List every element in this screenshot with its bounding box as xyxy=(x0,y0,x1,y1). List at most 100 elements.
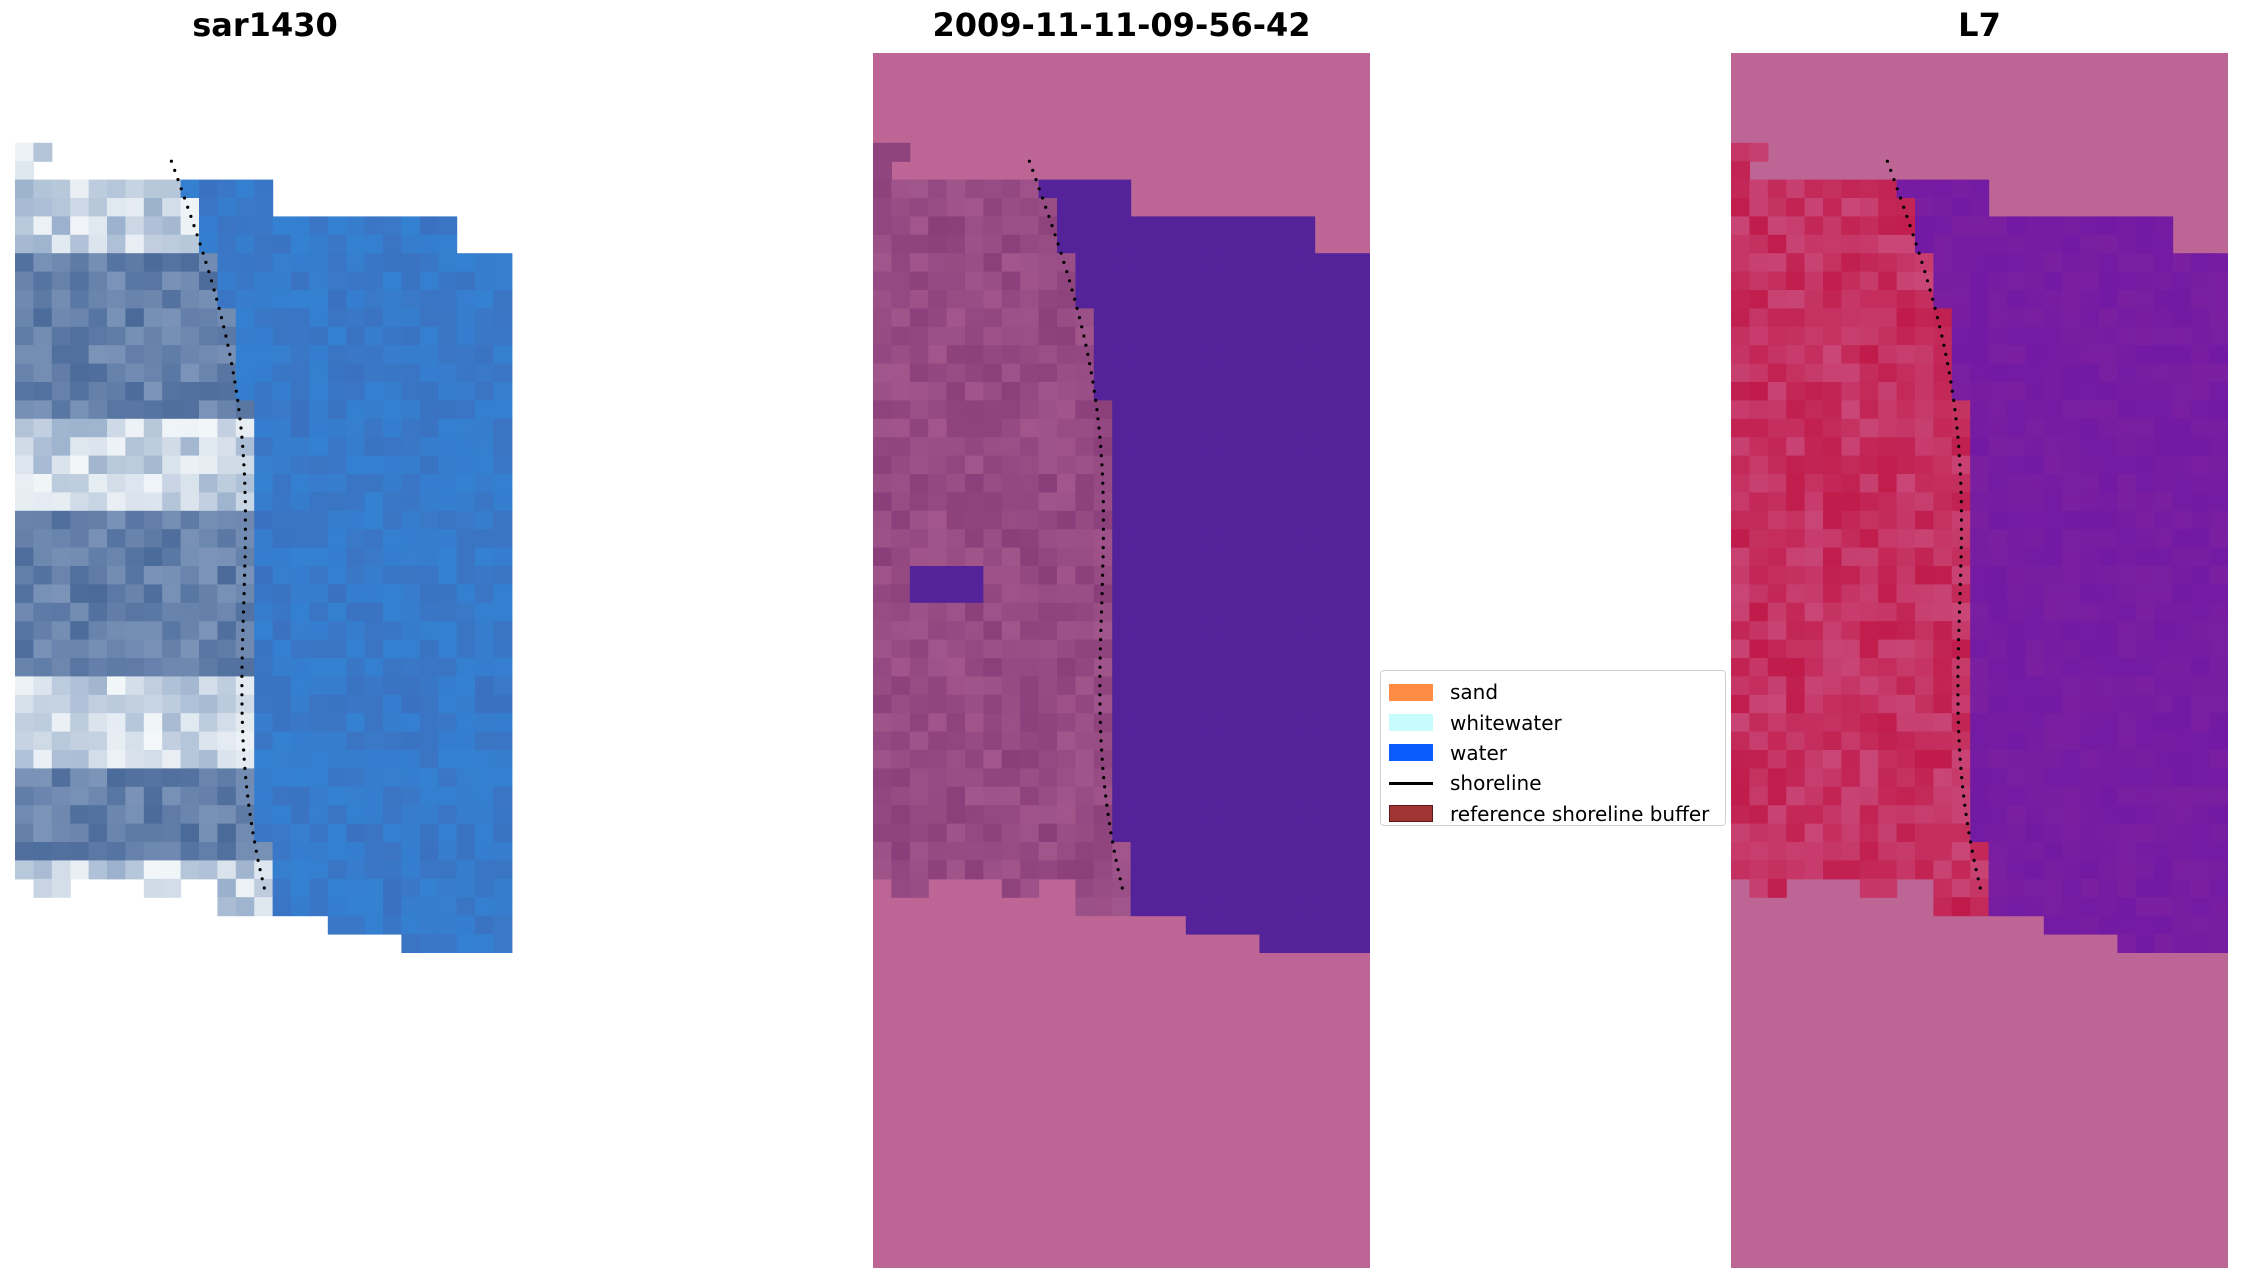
image-pixel xyxy=(1075,566,1095,585)
image-pixel xyxy=(254,363,274,383)
image-pixel xyxy=(143,234,163,254)
image-pixel xyxy=(2043,842,2063,861)
image-pixel xyxy=(2209,326,2228,346)
image-pixel xyxy=(1970,750,1990,769)
image-pixel xyxy=(873,823,892,843)
image-pixel xyxy=(327,308,347,328)
image-pixel xyxy=(1001,326,1021,346)
image-pixel xyxy=(1731,566,1750,585)
image-pixel xyxy=(70,198,90,217)
image-pixel xyxy=(107,326,126,346)
image-pixel xyxy=(51,382,71,401)
image-pixel xyxy=(1112,602,1132,622)
image-pixel xyxy=(2080,897,2100,917)
image-pixel xyxy=(1241,308,1260,328)
image-pixel xyxy=(2099,878,2118,898)
image-pixel xyxy=(965,860,984,880)
image-pixel xyxy=(456,786,476,806)
image-pixel xyxy=(1222,492,1242,512)
image-pixel xyxy=(2172,602,2192,622)
image-pixel xyxy=(1130,529,1150,549)
image-pixel xyxy=(1767,290,1787,309)
image-pixel xyxy=(125,510,145,530)
image-pixel xyxy=(143,621,163,641)
image-pixel xyxy=(1351,326,1370,346)
image-pixel xyxy=(180,639,200,659)
image-pixel xyxy=(346,216,366,236)
image-pixel xyxy=(1915,676,1934,696)
image-pixel xyxy=(33,694,53,714)
image-pixel xyxy=(1277,621,1297,641)
image-pixel xyxy=(1878,658,1898,677)
image-pixel xyxy=(217,566,237,585)
image-pixel xyxy=(199,639,218,659)
image-pixel xyxy=(1001,271,1021,291)
image-pixel xyxy=(1241,290,1260,309)
shoreline-point xyxy=(209,279,214,283)
image-pixel xyxy=(1296,253,1316,273)
image-pixel xyxy=(1878,676,1898,696)
image-pixel xyxy=(401,676,421,696)
image-pixel xyxy=(70,253,90,273)
image-pixel xyxy=(33,878,53,898)
image-pixel xyxy=(1112,234,1132,254)
image-pixel xyxy=(1020,731,1040,751)
image-pixel xyxy=(1896,271,1916,291)
image-pixel xyxy=(217,271,237,291)
image-pixel xyxy=(1333,345,1352,365)
image-pixel xyxy=(2062,326,2082,346)
image-pixel xyxy=(327,842,347,861)
image-pixel xyxy=(364,547,384,567)
image-pixel xyxy=(1149,510,1168,530)
image-pixel xyxy=(1859,363,1879,383)
shoreline-point xyxy=(243,481,247,485)
image-pixel xyxy=(1878,768,1898,788)
image-pixel xyxy=(2043,915,2063,935)
shoreline-point xyxy=(192,224,196,228)
image-pixel xyxy=(1185,529,1205,549)
image-pixel xyxy=(1786,860,1806,880)
image-pixel xyxy=(1130,676,1150,696)
image-pixel xyxy=(2025,621,2045,641)
image-pixel xyxy=(891,842,911,861)
image-pixel xyxy=(15,455,34,475)
image-pixel xyxy=(873,234,892,254)
image-pixel xyxy=(2080,400,2100,420)
image-pixel xyxy=(235,639,255,659)
image-pixel xyxy=(272,308,292,328)
image-pixel xyxy=(33,271,53,291)
image-pixel xyxy=(346,768,366,788)
image-pixel xyxy=(2025,750,2045,769)
image-pixel xyxy=(1130,860,1150,880)
image-pixel xyxy=(162,694,182,714)
image-pixel xyxy=(1057,694,1076,714)
image-pixel xyxy=(15,768,34,788)
image-pixel xyxy=(1112,731,1132,751)
image-pixel xyxy=(1222,363,1242,383)
image-pixel xyxy=(1112,290,1132,309)
shoreline-point xyxy=(1957,444,1961,448)
image-pixel xyxy=(143,731,163,751)
image-pixel xyxy=(2043,658,2063,677)
image-pixel xyxy=(346,676,366,696)
image-pixel xyxy=(180,492,200,512)
image-pixel xyxy=(873,382,892,401)
image-pixel xyxy=(2135,455,2155,475)
image-pixel xyxy=(88,308,108,328)
image-pixel xyxy=(1093,621,1113,641)
image-pixel xyxy=(1351,566,1370,585)
image-pixel xyxy=(2209,474,2228,493)
image-pixel xyxy=(1093,234,1113,254)
image-pixel xyxy=(1185,823,1205,843)
shoreline-point xyxy=(1101,500,1105,504)
image-pixel xyxy=(1093,363,1113,383)
image-pixel xyxy=(383,805,402,825)
image-pixel xyxy=(1277,897,1297,917)
image-pixel xyxy=(1001,382,1021,401)
shoreline-point xyxy=(217,306,221,310)
image-pixel xyxy=(2080,584,2100,604)
image-pixel xyxy=(217,308,237,328)
image-pixel xyxy=(2117,345,2137,365)
shoreline-point xyxy=(1099,619,1103,623)
image-pixel xyxy=(272,897,292,917)
